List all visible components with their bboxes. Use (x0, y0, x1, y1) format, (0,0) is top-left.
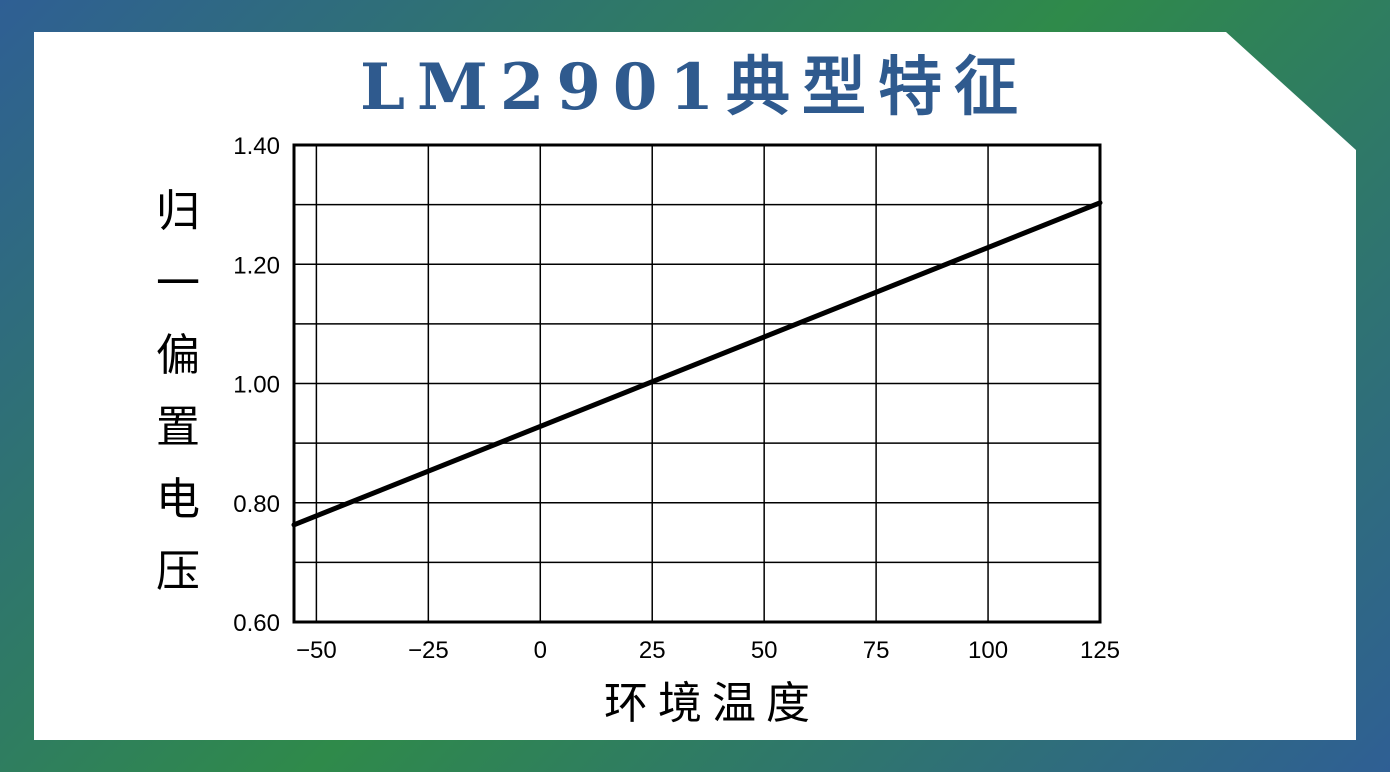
x-axis-label: 环境温度 (604, 678, 820, 729)
x-tick-label: −50 (296, 637, 337, 664)
x-tick-label: 125 (1080, 637, 1120, 664)
y-tick-label: 1.40 (233, 133, 280, 160)
x-tick-label: 75 (863, 637, 890, 664)
page-title: LM2901典型特征 (360, 50, 1030, 125)
y-tick-label: 0.80 (233, 491, 280, 518)
x-tick-label: 100 (968, 637, 1008, 664)
x-tick-label: 50 (751, 637, 778, 664)
x-tick-label: 0 (534, 637, 547, 664)
y-tick-label: 1.00 (233, 372, 280, 399)
series-line (291, 200, 1103, 528)
y-tick-label: 0.60 (233, 610, 280, 637)
plot-frame (292, 143, 1102, 624)
y-tick-label: 1.20 (233, 252, 280, 279)
x-tick-label: 25 (639, 637, 666, 664)
y-axis-label: 归一偏置电压 (156, 186, 200, 597)
x-tick-label: −25 (408, 637, 449, 664)
